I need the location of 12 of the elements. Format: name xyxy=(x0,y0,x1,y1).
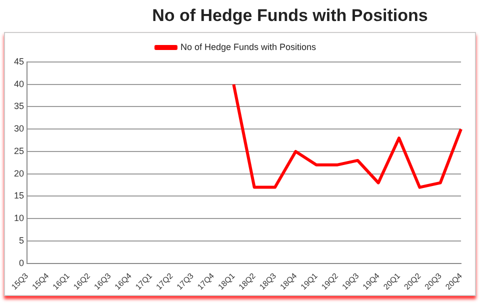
y-tick-label: 5 xyxy=(18,235,24,246)
y-tick-label: 25 xyxy=(14,146,24,156)
y-tick-label: 35 xyxy=(14,101,24,112)
chart-title: No of Hedge Funds with Positions xyxy=(151,6,429,26)
y-tick-label: 10 xyxy=(14,213,24,224)
legend-label: No of Hedge Funds with Positions xyxy=(180,42,317,52)
y-tick-label: 40 xyxy=(14,78,24,89)
y-tick-label: 15 xyxy=(14,190,24,201)
y-tick-label: 20 xyxy=(14,168,24,178)
y-tick-label: 45 xyxy=(14,56,24,66)
y-tick-label: 30 xyxy=(14,124,24,134)
y-tick-label: 0 xyxy=(18,258,24,268)
